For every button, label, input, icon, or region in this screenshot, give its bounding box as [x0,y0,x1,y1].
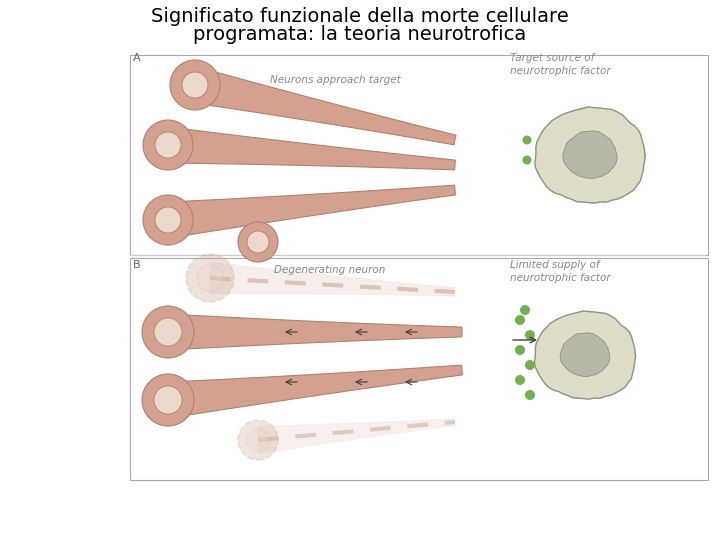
Text: Neurons approach target: Neurons approach target [269,75,400,85]
Circle shape [515,315,525,325]
Circle shape [515,345,525,355]
Circle shape [186,254,234,302]
Circle shape [520,305,530,315]
Text: Target source of
neurotrophic factor: Target source of neurotrophic factor [510,53,611,76]
Polygon shape [563,131,617,178]
Circle shape [143,195,193,245]
Text: Degenerating neuron: Degenerating neuron [274,265,386,275]
Circle shape [170,60,220,110]
Circle shape [155,132,181,158]
Polygon shape [534,311,636,399]
Circle shape [525,330,535,340]
Polygon shape [209,262,455,296]
Polygon shape [257,418,455,454]
Circle shape [247,231,269,253]
Circle shape [142,374,194,426]
Polygon shape [166,365,462,418]
Text: B: B [133,260,140,270]
Circle shape [155,207,181,233]
Circle shape [142,306,194,358]
Polygon shape [535,107,645,203]
Polygon shape [560,333,610,376]
Text: Significato funzionale della morte cellulare: Significato funzionale della morte cellu… [151,8,569,26]
Polygon shape [167,127,455,170]
Polygon shape [168,314,462,350]
Polygon shape [166,185,456,238]
Circle shape [523,156,531,165]
Circle shape [154,386,182,414]
Circle shape [182,72,208,98]
Polygon shape [192,68,456,145]
Circle shape [247,429,269,451]
Circle shape [525,360,535,370]
Circle shape [143,120,193,170]
Circle shape [525,390,535,400]
Circle shape [238,420,278,460]
Text: programata: la teoria neurotrofica: programata: la teoria neurotrofica [194,25,526,44]
Circle shape [154,318,182,346]
Circle shape [238,222,278,262]
Text: Limited supply of
neurotrophic factor: Limited supply of neurotrophic factor [510,260,611,283]
Text: A: A [133,53,140,63]
Circle shape [515,375,525,385]
Circle shape [523,136,531,145]
Circle shape [197,265,223,291]
